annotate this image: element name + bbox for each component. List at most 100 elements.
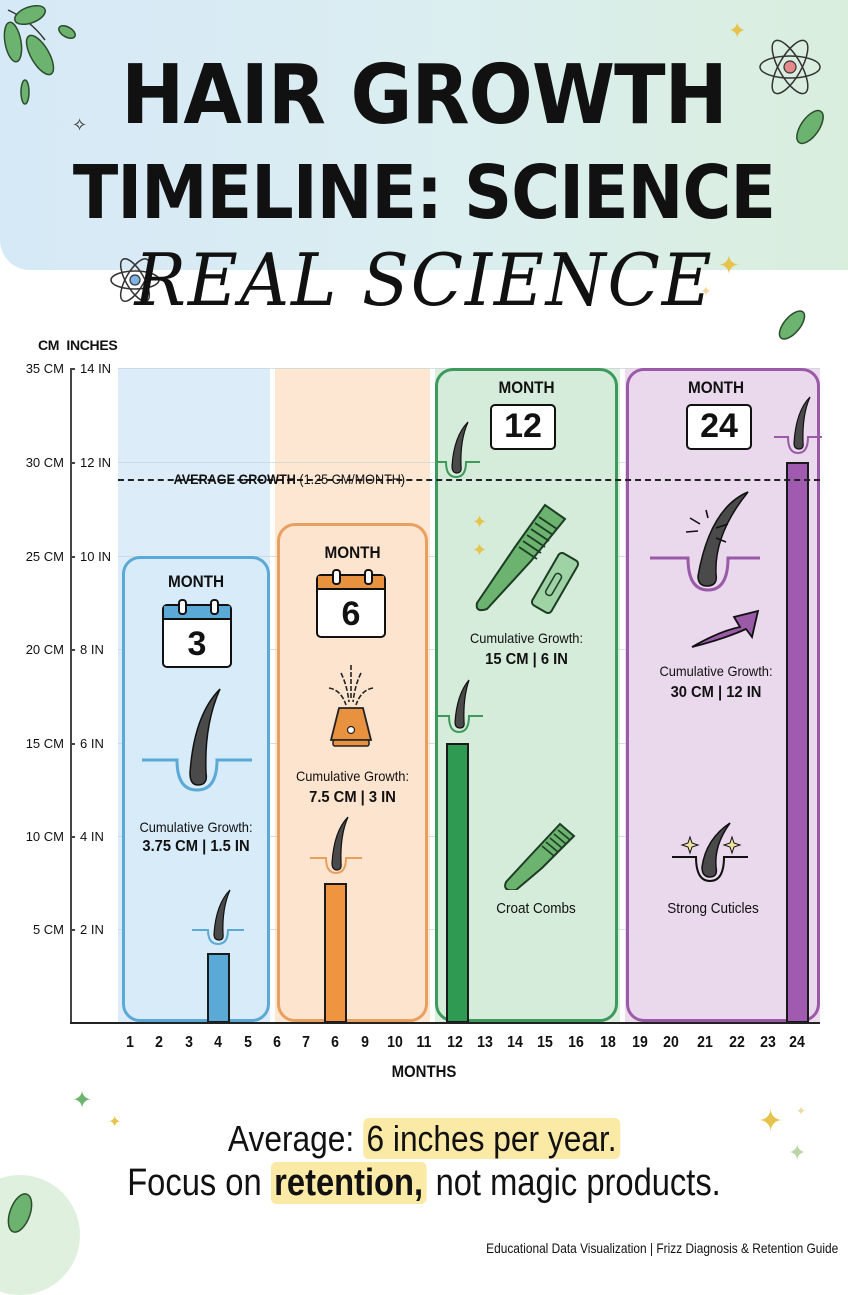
y-tick-in: 4 IN [80, 829, 104, 844]
y-axis-line [70, 368, 72, 1024]
month-label: MONTH [167, 572, 225, 591]
humidifier-icon [328, 665, 374, 747]
y-tick-mark [70, 462, 75, 464]
upward-arrow-icon [691, 609, 760, 648]
x-tick: 11 [416, 1034, 432, 1051]
y-tick-mark [70, 649, 75, 651]
x-tick: 20 [663, 1034, 679, 1051]
y-tick-mark [70, 929, 75, 931]
sparkle-icon: ✦ [700, 283, 712, 299]
header-background [0, 0, 848, 270]
sparkle-icon: ✦ [472, 512, 488, 532]
hair-follicle-icon [310, 816, 362, 875]
x-tick: 7 [302, 1034, 310, 1051]
y-tick-cm: 25 CM [25, 549, 64, 564]
x-tick: 24 [789, 1034, 805, 1051]
hair-clip-icon [530, 551, 580, 615]
hair-follicle-icon [436, 421, 480, 479]
summary-suffix: not magic products. [426, 1162, 721, 1204]
y-tick-in: 12 IN [80, 455, 112, 470]
bar-month-24 [786, 462, 809, 1023]
x-tick: 21 [697, 1034, 713, 1051]
y-tick-in: 10 IN [80, 549, 112, 564]
hair-follicle-icon [192, 889, 244, 946]
damaged-hair-follicle-icon [650, 491, 760, 592]
cumulative-growth-label: Cumulative Growth: [659, 663, 773, 679]
average-growth-line [118, 479, 820, 481]
calendar-icon: 6 [316, 569, 386, 638]
y-tick-mark [70, 556, 75, 558]
x-axis-line [70, 1022, 820, 1024]
leaf-icon [7, 1193, 33, 1233]
feature-label: Strong Cuticles [667, 900, 759, 917]
sparkle-icon: ✦ [728, 18, 747, 43]
axis-unit-header: CM INCHES [38, 337, 118, 353]
leaf-icon [778, 310, 806, 340]
y-tick-in: 2 IN [80, 922, 104, 937]
sparkle-icon: ✦ [796, 1104, 807, 1118]
x-axis-label: MONTHS [391, 1062, 457, 1081]
x-tick: 4 [214, 1034, 222, 1051]
summary-prefix: Average: [227, 1118, 363, 1159]
feature-label: Croat Combs [496, 900, 576, 917]
y-tick-cm: 10 CM [25, 829, 64, 844]
y-tick-cm: 35 CM [25, 361, 64, 376]
hair-follicle-icon [435, 679, 483, 734]
x-tick: 9 [361, 1034, 369, 1051]
x-tick: 22 [729, 1034, 745, 1051]
hair-follicle-icon [142, 688, 252, 792]
cumulative-growth-label: Cumulative Growth: [139, 819, 253, 835]
summary-prefix: Focus on [127, 1162, 271, 1204]
x-tick: 19 [632, 1034, 648, 1051]
x-tick: 5 [244, 1034, 252, 1051]
average-growth-rate: (1.25 CM/MONTH) [299, 471, 406, 487]
y-tick-in: 8 IN [80, 642, 104, 657]
strong-hair-cuticle-icon [672, 822, 748, 883]
leaf-branch-icon [3, 4, 76, 105]
sparkle-icon: ✦ [72, 1087, 93, 1114]
summary-highlight: retention, [270, 1162, 427, 1204]
y-tick-cm: 30 CM [25, 455, 64, 470]
cumulative-growth-value: 3.75 CM | 1.5 IN [142, 838, 250, 855]
x-tick: 1 [126, 1034, 134, 1051]
y-tick-in: 6 IN [80, 736, 104, 751]
y-tick-mark [70, 836, 75, 838]
title-line-2: TIMELINE: SCIENCE [72, 150, 776, 236]
sparkle-icon: ✦ [718, 250, 740, 280]
x-tick: 15 [537, 1034, 553, 1051]
bar-month-3 [207, 953, 230, 1023]
comb-icon [504, 822, 576, 890]
x-tick: 10 [387, 1034, 403, 1051]
y-tick-cm: 5 CM [32, 922, 64, 937]
average-growth-label-bold: AVERAGE GROWTH [173, 471, 296, 487]
x-tick: 6 [331, 1034, 339, 1051]
sparkle-icon: ✦ [788, 1140, 807, 1165]
sparkle-icon: ✧ [72, 115, 88, 135]
x-tick: 6 [273, 1034, 281, 1051]
x-tick: 14 [507, 1034, 523, 1051]
bar-month-6 [324, 883, 347, 1023]
x-tick: 18 [600, 1034, 616, 1051]
x-tick: 2 [155, 1034, 163, 1051]
month-number-box: 24 [686, 404, 752, 450]
atom-icon [110, 257, 160, 303]
summary-highlight: 6 inches per year. [362, 1118, 621, 1159]
x-tick: 23 [760, 1034, 776, 1051]
atom-icon [759, 39, 821, 95]
calendar-month-number: 6 [341, 595, 361, 633]
x-tick: 3 [185, 1034, 193, 1051]
calendar-icon: 3 [162, 599, 232, 668]
x-tick: 12 [447, 1034, 463, 1051]
sparkle-icon: ✦ [472, 540, 488, 560]
y-tick-cm: 15 CM [25, 736, 64, 751]
footer-caption: Educational Data Visualization | Frizz D… [485, 1240, 838, 1256]
y-tick-mark [70, 743, 75, 745]
cumulative-growth-value: 30 CM | 12 IN [670, 684, 762, 701]
x-tick: 13 [477, 1034, 493, 1051]
hair-follicle-icon [774, 396, 822, 455]
y-tick-cm: 20 CM [25, 642, 64, 657]
average-growth-label: AVERAGE GROWTH (1.25 CM/MONTH) [170, 471, 409, 487]
title-line-1: HAIR GROWTH [121, 48, 728, 143]
subtitle: REAL SCIENCE [134, 238, 714, 322]
y-tick-mark [70, 368, 75, 370]
